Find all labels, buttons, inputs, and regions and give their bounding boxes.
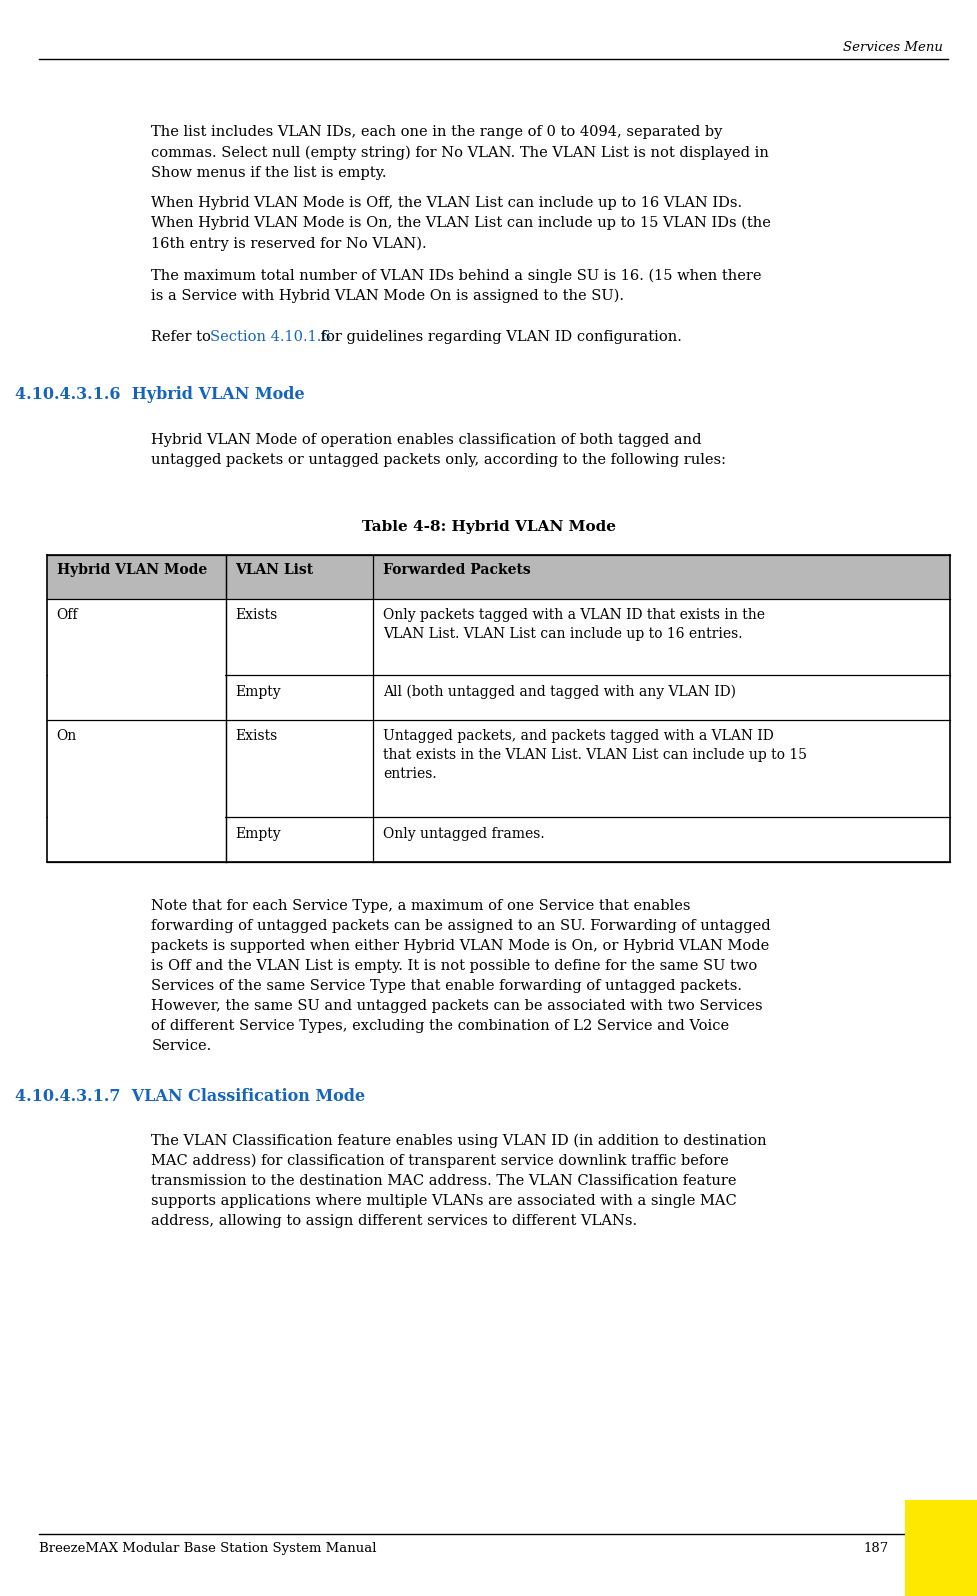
Bar xyxy=(47,555,950,598)
Text: The list includes VLAN IDs, each one in the range of 0 to 4094, separated by
com: The list includes VLAN IDs, each one in … xyxy=(151,126,769,180)
Text: The maximum total number of VLAN IDs behind a single SU is 16. (15 when there
is: The maximum total number of VLAN IDs beh… xyxy=(151,268,762,303)
Text: Forwarded Packets: Forwarded Packets xyxy=(383,563,531,578)
Text: Refer to: Refer to xyxy=(151,330,216,343)
Text: On: On xyxy=(57,729,77,744)
Text: Empty: Empty xyxy=(235,827,281,841)
Text: BreezeMAX Modular Base Station System Manual: BreezeMAX Modular Base Station System Ma… xyxy=(39,1542,376,1555)
Text: VLAN List: VLAN List xyxy=(235,563,314,578)
Text: Off: Off xyxy=(57,608,78,622)
Text: When Hybrid VLAN Mode is Off, the VLAN List can include up to 16 VLAN IDs.
When : When Hybrid VLAN Mode is Off, the VLAN L… xyxy=(151,196,771,251)
Text: Only packets tagged with a VLAN ID that exists in the
VLAN List. VLAN List can i: Only packets tagged with a VLAN ID that … xyxy=(383,608,765,642)
Text: 4.10.4.3.1.7  VLAN Classification Mode: 4.10.4.3.1.7 VLAN Classification Mode xyxy=(15,1088,364,1104)
Text: Exists: Exists xyxy=(235,608,277,622)
Bar xyxy=(48,816,225,820)
Text: 187: 187 xyxy=(864,1542,889,1555)
Text: Note that for each Service Type, a maximum of one Service that enables
forwardin: Note that for each Service Type, a maxim… xyxy=(151,899,771,1053)
Text: Untagged packets, and packets tagged with a VLAN ID
that exists in the VLAN List: Untagged packets, and packets tagged wit… xyxy=(383,729,807,782)
Text: for guidelines regarding VLAN ID configuration.: for guidelines regarding VLAN ID configu… xyxy=(316,330,681,343)
Text: Exists: Exists xyxy=(235,729,277,744)
Text: All (both untagged and tagged with any VLAN ID): All (both untagged and tagged with any V… xyxy=(383,685,736,699)
Text: Empty: Empty xyxy=(235,685,281,699)
Bar xyxy=(905,1500,977,1596)
Text: Services Menu: Services Menu xyxy=(843,41,943,54)
Text: 4.10.4.3.1.6  Hybrid VLAN Mode: 4.10.4.3.1.6 Hybrid VLAN Mode xyxy=(15,386,304,404)
Text: The VLAN Classification feature enables using VLAN ID (in addition to destinatio: The VLAN Classification feature enables … xyxy=(151,1133,767,1229)
Text: Section 4.10.1.6: Section 4.10.1.6 xyxy=(210,330,331,343)
Text: Only untagged frames.: Only untagged frames. xyxy=(383,827,544,841)
Text: Hybrid VLAN Mode of operation enables classification of both tagged and
untagged: Hybrid VLAN Mode of operation enables cl… xyxy=(151,433,727,468)
Text: Table 4-8: Hybrid VLAN Mode: Table 4-8: Hybrid VLAN Mode xyxy=(361,520,616,535)
Text: Hybrid VLAN Mode: Hybrid VLAN Mode xyxy=(57,563,207,578)
Bar xyxy=(48,674,225,677)
